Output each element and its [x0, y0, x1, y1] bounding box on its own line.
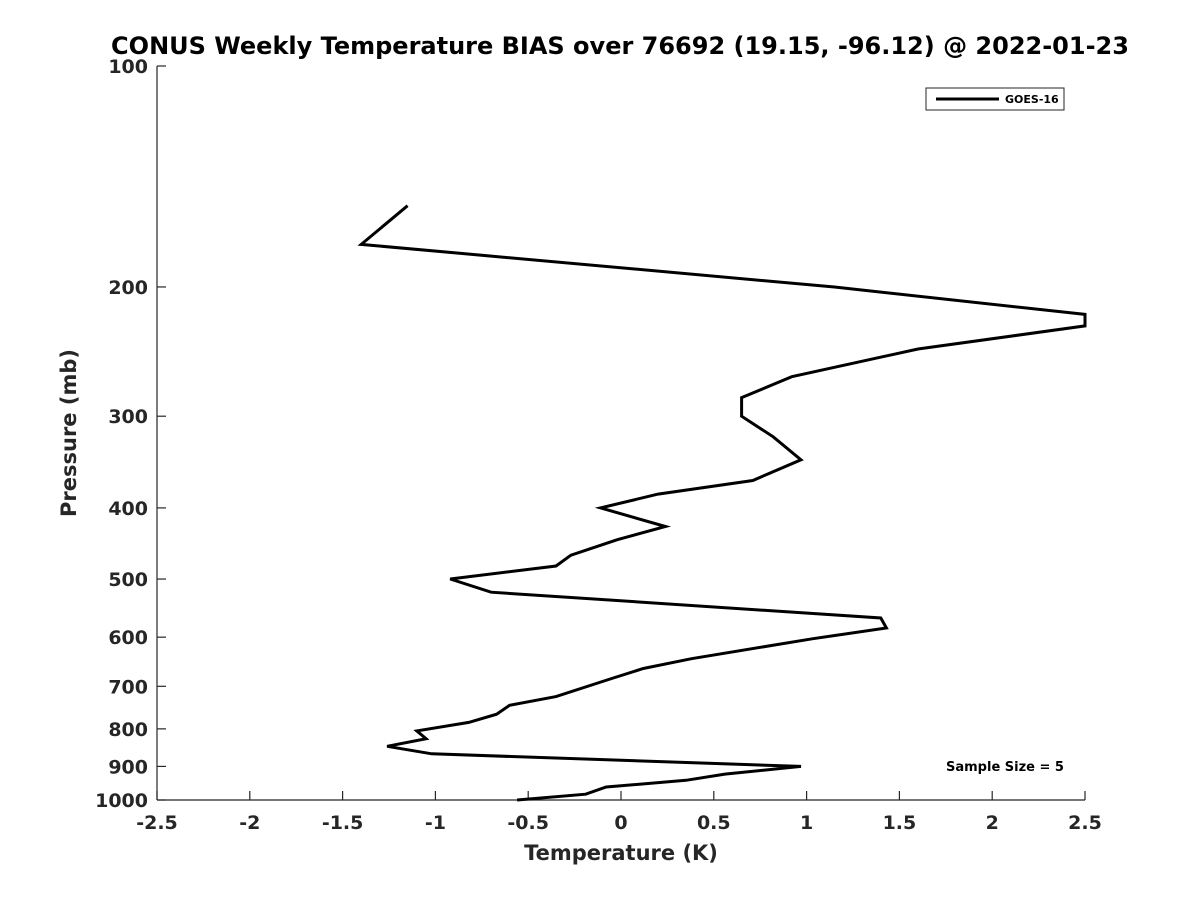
x-tick-label: 2 [986, 812, 999, 834]
legend-entry-goes-16: GOES-16 [1005, 93, 1059, 106]
x-tick-label: 2.5 [1068, 812, 1102, 834]
y-axis: 100 200 300 400 500 600 700 800 900 1000 [95, 56, 166, 812]
y-tick-label: 600 [108, 627, 148, 649]
y-tick-label: 200 [108, 277, 148, 299]
x-tick-label: 0 [614, 812, 627, 834]
x-tick-label: -2 [239, 812, 260, 834]
sample-size-annotation: Sample Size = 5 [946, 760, 1064, 775]
y-tick-label: 400 [108, 498, 148, 520]
x-axis: -2.5 -2 -1.5 -1 -0.5 0 0.5 1 1.5 2 2.5 [136, 791, 1102, 834]
x-tick-label: -2.5 [136, 812, 178, 834]
y-tick-label: 800 [108, 719, 148, 741]
y-tick-label: 100 [108, 56, 148, 78]
series-line-goes-16 [357, 204, 1087, 802]
legend: GOES-16 [925, 87, 1065, 111]
x-tick-label: -1 [425, 812, 446, 834]
y-tick-label: 900 [108, 756, 148, 778]
x-tick-label: -0.5 [507, 812, 549, 834]
chart-title: CONUS Weekly Temperature BIAS over 76692… [111, 32, 1129, 60]
y-tick-label: 700 [108, 676, 148, 698]
y-axis-label: Pressure (mb) [57, 349, 81, 517]
x-tick-label: 1 [800, 812, 813, 834]
x-tick-label: 0.5 [697, 812, 731, 834]
y-tick-label: 500 [108, 569, 148, 591]
x-tick-label: 1.5 [883, 812, 917, 834]
x-tick-label: -1.5 [322, 812, 364, 834]
y-tick-label: 1000 [95, 790, 148, 812]
y-tick-label: 300 [108, 406, 148, 428]
x-axis-label: Temperature (K) [524, 841, 718, 865]
